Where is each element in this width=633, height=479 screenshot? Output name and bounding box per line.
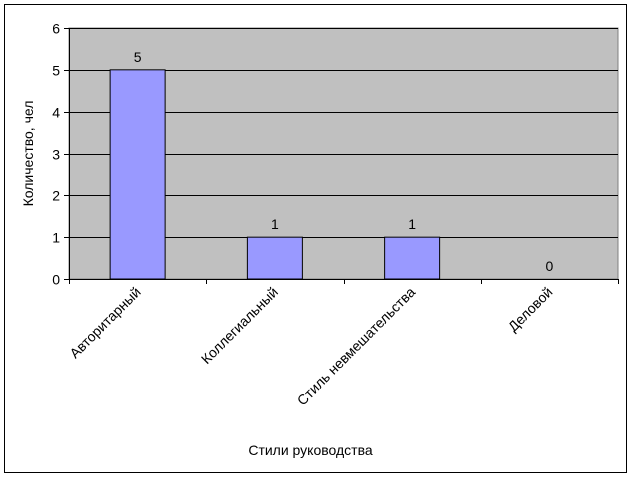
y-tick-label: 0 [52,272,60,288]
data-label: 1 [408,216,416,232]
x-axis-title: Стили руководства [248,442,373,458]
x-tick-label: Стиль невмешательства [294,284,419,409]
x-tick-label: Авторитарный [66,284,143,361]
data-label: 5 [134,49,142,65]
y-tick-label: 1 [52,230,60,246]
x-tick-label: Деловой [505,284,556,335]
y-tick-label: 4 [52,105,60,121]
data-label: 1 [271,216,279,232]
y-tick-label: 2 [52,188,60,204]
bars [109,69,441,280]
x-tick-label: Коллегиальный [198,284,281,367]
y-axis-ticks: 0 1 2 3 4 5 6 [52,21,69,288]
y-tick-label: 6 [52,21,60,37]
x-axis-ticks: Авторитарный Коллегиальный Стиль невмешате… [66,279,619,409]
bar [246,236,303,280]
y-tick-label: 5 [52,63,60,79]
y-axis-title: Количество, чел [20,101,36,207]
y-tick-label: 3 [52,147,60,163]
data-label: 0 [545,258,553,274]
bar [384,236,441,280]
data-labels: 5 1 1 0 [134,49,554,274]
bar [109,69,166,280]
